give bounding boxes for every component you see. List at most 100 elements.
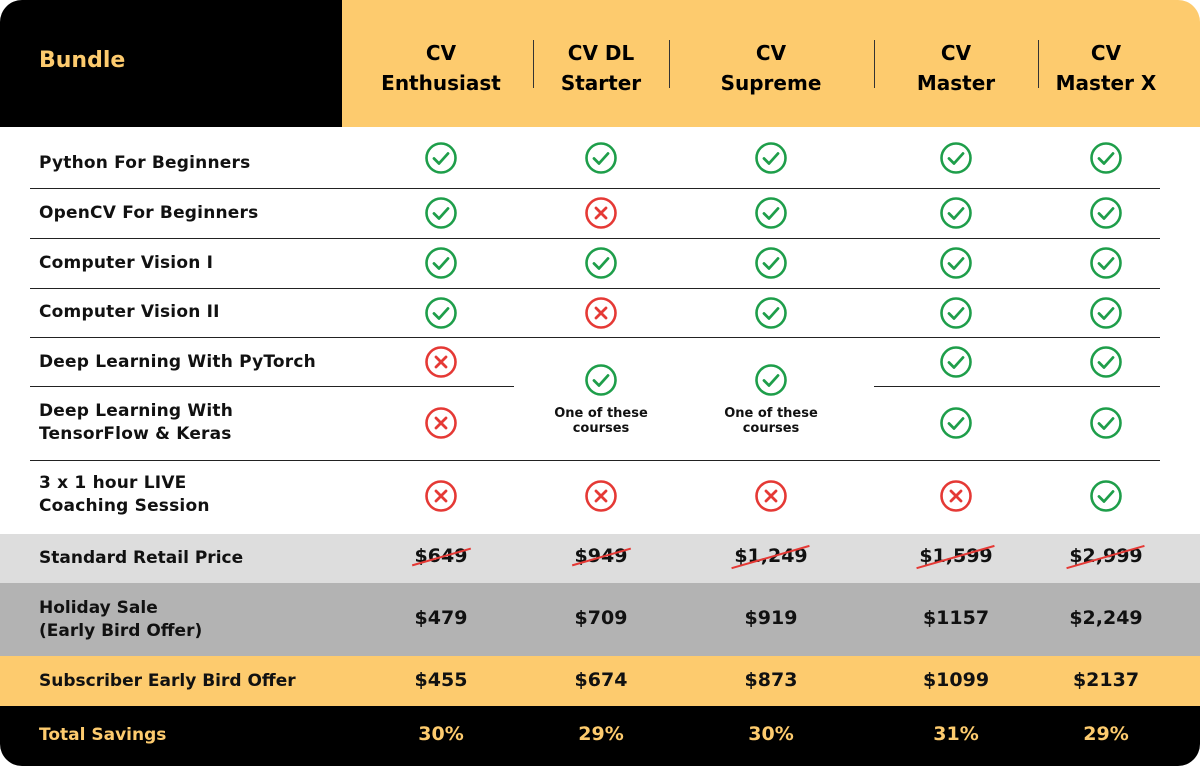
check-circle-icon bbox=[1090, 297, 1122, 329]
check-circle-icon bbox=[1090, 197, 1122, 229]
column-head-line1: CV bbox=[940, 41, 972, 65]
struck-price: $2,999 bbox=[1066, 544, 1146, 570]
check-circle-icon bbox=[940, 197, 972, 229]
merged-note-line2: courses bbox=[742, 421, 800, 436]
holiday-price-4: $2,249 bbox=[1069, 607, 1143, 629]
row-label-cv2: Computer Vision II bbox=[39, 302, 220, 322]
row-divider bbox=[30, 238, 1160, 239]
struck-price: $949 bbox=[571, 545, 631, 567]
subscriber-offer-label: Subscriber Early Bird Offer bbox=[39, 671, 296, 691]
cross-circle-icon bbox=[755, 480, 787, 512]
check-circle-icon bbox=[940, 346, 972, 378]
check-circle-icon bbox=[755, 142, 787, 174]
row-label-line2: TensorFlow & Keras bbox=[39, 424, 232, 444]
subscriber-price-2: $873 bbox=[744, 669, 798, 691]
savings-value-1: 29% bbox=[578, 723, 624, 745]
check-circle-icon bbox=[1090, 346, 1122, 378]
check-circle-icon bbox=[1090, 407, 1122, 439]
cross-circle-icon bbox=[585, 197, 617, 229]
subscriber-price-1: $674 bbox=[574, 669, 628, 691]
cross-circle-icon bbox=[425, 407, 457, 439]
column-head-cv-supreme: CV Supreme bbox=[691, 38, 851, 98]
row-divider bbox=[874, 386, 1160, 387]
cross-circle-icon bbox=[425, 346, 457, 378]
column-head-line1: CV DL bbox=[567, 41, 635, 65]
merged-note-line1: One of these bbox=[554, 406, 648, 421]
savings-value-3: 31% bbox=[933, 723, 979, 745]
column-head-line2: Master X bbox=[1055, 71, 1157, 95]
holiday-price-3: $1157 bbox=[922, 607, 990, 629]
holiday-label-line2: (Early Bird Offer) bbox=[39, 621, 203, 641]
header-left-cell bbox=[0, 0, 342, 127]
check-circle-icon bbox=[940, 407, 972, 439]
struck-price: $1,599 bbox=[916, 544, 996, 570]
savings-value-0: 30% bbox=[418, 723, 464, 745]
header-divider bbox=[669, 40, 670, 88]
struck-price: $649 bbox=[411, 545, 471, 567]
header-right-band bbox=[342, 0, 1200, 127]
row-divider bbox=[30, 188, 1160, 189]
check-circle-icon bbox=[1090, 142, 1122, 174]
strikethrough-mark bbox=[916, 544, 996, 570]
strikethrough-mark bbox=[731, 544, 811, 570]
row-label-opencv: OpenCV For Beginners bbox=[39, 203, 259, 223]
holiday-sale-label: Holiday Sale (Early Bird Offer) bbox=[39, 597, 202, 643]
check-circle-icon bbox=[425, 247, 457, 279]
check-circle-icon bbox=[755, 197, 787, 229]
check-circle-icon bbox=[585, 247, 617, 279]
check-circle-icon bbox=[425, 142, 457, 174]
retail-price-1: $949 bbox=[521, 545, 681, 567]
strikethrough-mark bbox=[1066, 544, 1146, 570]
check-circle-icon bbox=[755, 364, 787, 396]
check-circle-icon bbox=[585, 364, 617, 396]
check-circle-icon bbox=[940, 247, 972, 279]
total-savings-label: Total Savings bbox=[39, 725, 167, 745]
savings-value-4: 29% bbox=[1083, 723, 1129, 745]
holiday-price-2: $919 bbox=[744, 607, 798, 629]
merged-note-starter: One of these courses bbox=[531, 406, 671, 436]
merged-note-line2: courses bbox=[572, 421, 630, 436]
subscriber-price-4: $2137 bbox=[1072, 669, 1140, 691]
check-circle-icon bbox=[1090, 247, 1122, 279]
bundle-heading: Bundle bbox=[39, 48, 126, 73]
row-label-pytorch: Deep Learning With PyTorch bbox=[39, 352, 316, 372]
column-head-cv-dl-starter: CV DL Starter bbox=[521, 38, 681, 98]
retail-price-band bbox=[0, 534, 1200, 583]
row-label-line2: Coaching Session bbox=[39, 496, 210, 516]
header-divider bbox=[533, 40, 534, 88]
check-circle-icon bbox=[755, 247, 787, 279]
struck-price: $1,249 bbox=[731, 544, 811, 570]
holiday-label-line1: Holiday Sale bbox=[39, 598, 158, 618]
cross-circle-icon bbox=[940, 480, 972, 512]
cross-circle-icon bbox=[585, 297, 617, 329]
retail-price-3: $1,599 bbox=[876, 544, 1036, 570]
row-divider bbox=[30, 460, 1160, 461]
retail-price-2: $1,249 bbox=[691, 544, 851, 570]
check-circle-icon bbox=[940, 297, 972, 329]
cross-circle-icon bbox=[425, 480, 457, 512]
check-circle-icon bbox=[940, 142, 972, 174]
column-head-cv-master: CV Master bbox=[876, 38, 1036, 98]
merged-note-line1: One of these bbox=[724, 406, 818, 421]
strikethrough-mark bbox=[571, 547, 631, 567]
row-label-line1: 3 x 1 hour LIVE bbox=[39, 473, 187, 493]
row-divider bbox=[30, 386, 514, 387]
subscriber-price-0: $455 bbox=[414, 669, 468, 691]
row-label-python: Python For Beginners bbox=[39, 153, 251, 173]
column-head-line1: CV bbox=[755, 41, 787, 65]
column-head-cv-master-x: CV Master X bbox=[1026, 38, 1186, 98]
row-label-line1: Deep Learning With bbox=[39, 401, 234, 421]
column-head-line2: Enthusiast bbox=[381, 71, 501, 95]
subscriber-price-3: $1099 bbox=[922, 669, 990, 691]
header-divider bbox=[874, 40, 875, 88]
row-divider bbox=[30, 337, 1160, 338]
column-head-line2: Starter bbox=[560, 71, 642, 95]
subscriber-offer-band bbox=[0, 656, 1200, 706]
holiday-price-1: $709 bbox=[574, 607, 628, 629]
column-head-line1: CV bbox=[1090, 41, 1122, 65]
row-label-tensorflow: Deep Learning With TensorFlow & Keras bbox=[39, 400, 233, 446]
header-divider bbox=[1038, 40, 1039, 88]
check-circle-icon bbox=[425, 297, 457, 329]
savings-value-2: 30% bbox=[748, 723, 794, 745]
holiday-sale-band bbox=[0, 583, 1200, 656]
